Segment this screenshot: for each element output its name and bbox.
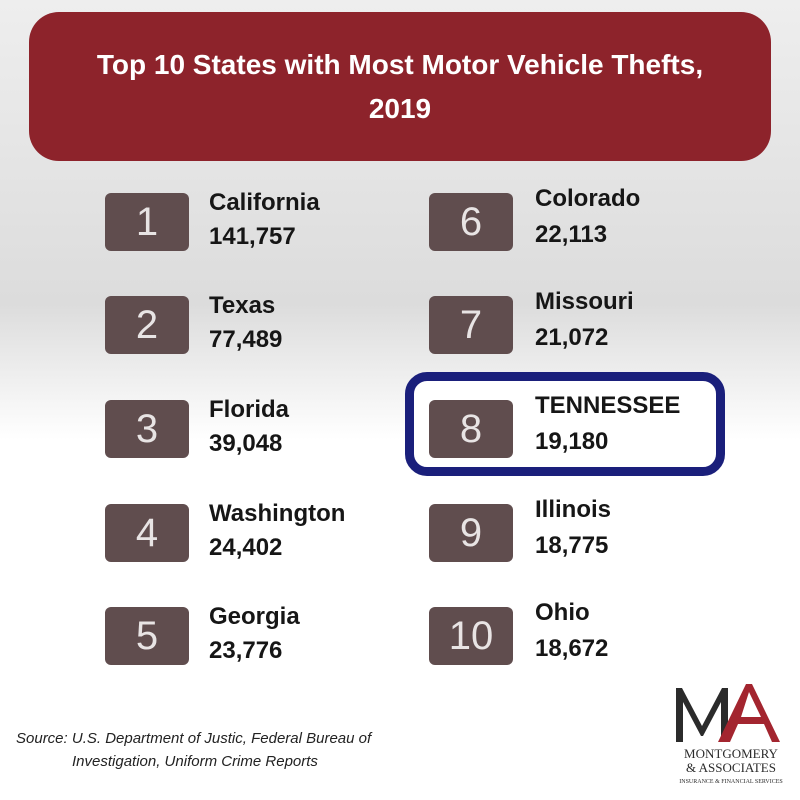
state-name: Colorado [535,185,641,212]
state-name: Washington [209,500,346,527]
rank-number: 1 [105,193,189,251]
rank-number: 2 [105,296,189,354]
rank-item-4: 4 Washington 24,402 [105,500,405,568]
state-name: Texas [209,292,276,319]
rank-item-1: 1 California 141,757 [105,189,405,257]
logo-text-1: MONTGOMERY [684,746,779,761]
theft-count: 39,048 [209,430,283,457]
rank-item-7: 7 Missouri 21,072 [429,288,729,360]
state-name: Illinois [535,496,612,523]
rank-number: 8 [429,400,513,458]
theft-count: 24,402 [209,534,283,561]
theft-count: 21,072 [535,324,609,351]
rank-item-10: 10 Ohio 18,672 [429,599,729,671]
state-name: Georgia [209,603,300,630]
rank-number: 10 [429,607,513,665]
source-line-2: Investigation, Uniform Crime Reports [72,753,318,770]
state-name: Ohio [535,599,590,626]
title-banner: Top 10 States with Most Motor Vehicle Th… [29,12,771,161]
theft-count: 18,775 [535,532,609,559]
chart-title: Top 10 States with Most Motor Vehicle Th… [96,48,704,124]
rank-item-3: 3 Florida 39,048 [105,396,405,464]
rank-number: 9 [429,504,513,562]
rank-number: 4 [105,504,189,562]
rank-number: 6 [429,193,513,251]
state-name: Missouri [535,288,634,315]
theft-count: 141,757 [209,223,296,250]
logo-text-3: INSURANCE & FINANCIAL SERVICES [679,779,782,785]
rank-number: 3 [105,400,189,458]
theft-count: 18,672 [535,635,609,662]
state-name: TENNESSEE [535,392,681,419]
rank-item-2: 2 Texas 77,489 [105,292,405,360]
theft-count: 22,113 [535,221,608,248]
theft-count: 23,776 [209,637,283,664]
rank-item-6: 6 Colorado 22,113 [429,185,729,257]
rank-number: 5 [105,607,189,665]
rank-number: 7 [429,296,513,354]
rank-item-5: 5 Georgia 23,776 [105,603,405,671]
source-note: Source: U.S. Department of Justic, Feder… [16,727,416,773]
montgomery-associates-logo: MONTGOMERY & ASSOCIATES INSURANCE & FINA… [676,684,783,785]
theft-count: 19,180 [535,428,609,455]
source-line-1: Source: U.S. Department of Justic, Feder… [16,730,372,747]
theft-count: 77,489 [209,326,283,353]
rank-item-9: 9 Illinois 18,775 [429,496,729,568]
logo-text-2: & ASSOCIATES [686,760,776,775]
logo-monogram [676,684,780,742]
rank-item-8: 8 TENNESSEE 19,180 [429,392,729,464]
state-name: Florida [209,396,290,423]
state-name: California [209,189,320,216]
